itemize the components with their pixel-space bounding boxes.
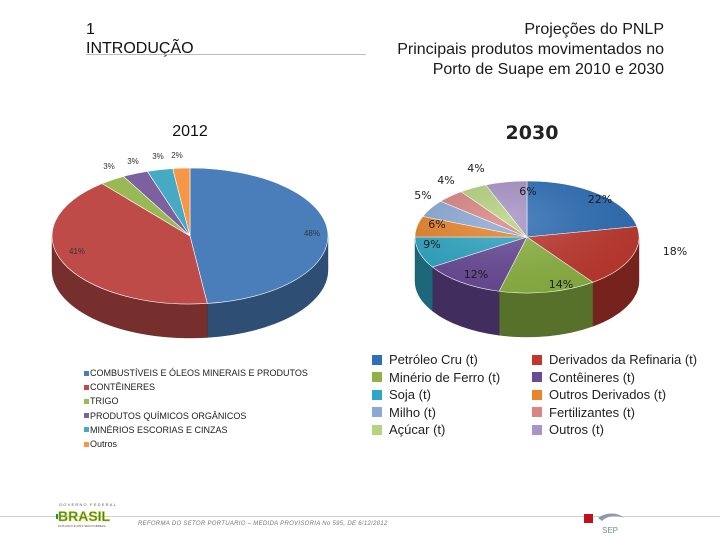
chart-2012-data-label-0: 48% xyxy=(304,229,320,238)
legend-swatch xyxy=(532,424,542,435)
legend-swatch xyxy=(532,407,542,417)
chart-2012-legend-item: TRIGO xyxy=(84,394,308,408)
chart-2012-legend: COMBUSTÍVEIS E ÓLEOS MINERAIS E PRODUTOS… xyxy=(84,366,308,451)
chart-2030-legend-item: Petróleo Cru (t) xyxy=(372,352,478,367)
sep-logo-square xyxy=(584,514,593,523)
chart-2030-data-label-7: 4% xyxy=(437,174,454,187)
slide-title-line1: Projeções do PNLP xyxy=(524,21,664,38)
chart-2012-slice-1 xyxy=(51,183,208,305)
brasil-logo-text: BRASIL xyxy=(58,508,111,524)
section-title: INTRODUÇÃO xyxy=(86,40,194,57)
chart-2030-data-label-9: 6% xyxy=(519,185,536,198)
footer-divider xyxy=(0,516,720,517)
slide-title: Projeções do PNLP Principais produtos mo… xyxy=(397,20,664,80)
legend-swatch xyxy=(372,389,382,400)
legend-label: Contêineres (t) xyxy=(549,369,635,385)
chart-2012-legend-item: COMBUSTÍVEIS E ÓLEOS MINERAIS E PRODUTOS xyxy=(84,366,308,380)
chart-2030-legend-item: Soja (t) xyxy=(372,387,431,402)
chart-2012-legend-item: PRODUTOS QUÍMICOS ORGÂNICOS xyxy=(84,409,308,423)
brasil-logo: GOVERNO FEDERAL BRASIL PAÍS RICO É PAÍS … xyxy=(56,502,117,528)
chart-2012-slice-5 xyxy=(172,167,191,237)
chart-2012-data-label-5: 2% xyxy=(171,151,183,160)
chart-2030-data-label-4: 9% xyxy=(423,238,440,251)
legend-swatch xyxy=(372,354,382,365)
legend-label: Milho (t) xyxy=(389,404,436,420)
chart-2030-legend-item: Milho (t) xyxy=(372,405,436,420)
legend-label: Outros (t) xyxy=(549,422,604,437)
legend-swatch xyxy=(84,413,89,419)
legend-swatch xyxy=(84,441,89,447)
chart-2030-legend-item: Minério de Ferro (t) xyxy=(372,370,500,385)
chart-2030-data-label-5: 6% xyxy=(428,218,445,231)
chart-2030-legend-item: Açúcar (t) xyxy=(372,422,445,437)
legend-swatch xyxy=(372,372,382,382)
chart-2030-legend-item: Outros Derivados (t) xyxy=(532,387,666,402)
legend-swatch xyxy=(532,389,542,400)
legend-label: Petróleo Cru (t) xyxy=(389,352,478,367)
legend-label: CONTÊINERES xyxy=(90,382,156,393)
chart-2012-legend-item: Outros xyxy=(84,437,308,451)
legend-label: Outros Derivados (t) xyxy=(549,387,667,402)
section-number: 1 xyxy=(86,21,95,38)
chart-2030-data-label-0: 22% xyxy=(588,193,612,206)
slide-title-line2: Principais produtos movimentados no xyxy=(397,41,664,58)
brasil-logo-top-text: GOVERNO FEDERAL xyxy=(59,502,117,507)
chart-2030-gloss xyxy=(415,181,639,293)
section-heading: 1 INTRODUÇÃO xyxy=(86,20,194,58)
brasil-logo-bar xyxy=(56,514,58,519)
chart-2030-data-label-6: 5% xyxy=(414,189,431,202)
legend-swatch xyxy=(372,424,382,435)
legend-swatch xyxy=(372,407,382,417)
legend-swatch xyxy=(532,372,542,382)
slide-title-line3: Porto de Suape em 2010 e 2030 xyxy=(432,61,664,78)
legend-label: TRIGO xyxy=(90,396,119,407)
legend-label: Fertilizantes (t) xyxy=(549,404,635,420)
footer-caption: REFORMA DO SETOR PORTUARIO – MEDIDA PROV… xyxy=(138,521,388,527)
chart-2012-slice-0 xyxy=(189,167,329,304)
legend-label: Minério de Ferro (t) xyxy=(389,369,501,385)
header-divider xyxy=(86,54,366,55)
chart-2030-legend: Petróleo Cru (t) Derivados da Refinaria (… xyxy=(360,346,700,444)
chart-2030-title: 2030 xyxy=(506,122,559,144)
chart-2012-data-label-3: 3% xyxy=(127,157,139,166)
legend-swatch xyxy=(84,427,89,433)
chart-2012-legend-item: CONTÊINERES xyxy=(84,380,308,394)
chart-2012-title: 2012 xyxy=(172,123,208,140)
legend-label: COMBUSTÍVEIS E ÓLEOS MINERAIS E PRODUTOS xyxy=(90,368,308,378)
chart-2030-data-label-1: 18% xyxy=(663,245,687,258)
chart-2030-data-label-8: 4% xyxy=(467,162,484,175)
legend-swatch xyxy=(532,354,542,365)
chart-2030-legend-item: Fertilizantes (t) xyxy=(532,405,635,420)
legend-label: Derivados da Refinaria (t) xyxy=(549,352,698,367)
legend-swatch xyxy=(84,384,89,390)
legend-label: Soja (t) xyxy=(389,387,431,402)
chart-2030-legend-item: Outros (t) xyxy=(532,422,604,437)
chart-2030-data-label-3: 12% xyxy=(464,268,488,281)
legend-label: Açúcar (t) xyxy=(389,422,446,437)
sep-logo-text: SEP xyxy=(602,526,618,535)
chart-2030-data-label-2: 14% xyxy=(549,278,573,291)
legend-swatch xyxy=(84,370,89,376)
legend-label: PRODUTOS QUÍMICOS ORGÂNICOS xyxy=(90,410,247,421)
legend-swatch xyxy=(84,399,89,404)
chart-2012-data-label-4: 3% xyxy=(152,152,164,161)
chart-2012-data-label-2: 3% xyxy=(103,162,115,171)
brasil-logo-bottom-text: PAÍS RICO É PAÍS SEM POBREZA xyxy=(58,523,106,528)
chart-2030-legend-item: Derivados da Refinaria (t) xyxy=(532,352,697,367)
sep-logo-wave xyxy=(598,513,624,521)
chart-2012-data-label-1: 41% xyxy=(69,247,85,256)
chart-2012-legend-item: MINÉRIOS ESCORIAS E CINZAS xyxy=(84,423,308,437)
legend-label: MINÉRIOS ESCORIAS E CINZAS xyxy=(90,424,228,435)
legend-label: Outros xyxy=(90,439,118,450)
chart-2030-legend-item: Contêineres (t) xyxy=(532,370,635,385)
sep-logo: SEP xyxy=(584,513,624,535)
